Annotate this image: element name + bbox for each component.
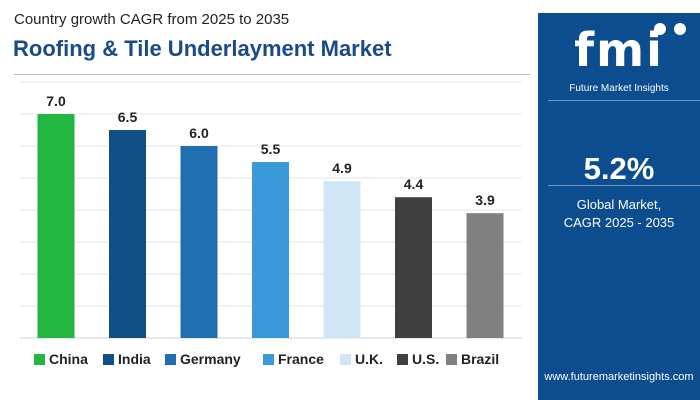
chart-bars: [37, 114, 504, 338]
legend-swatch: [165, 354, 176, 365]
website-link[interactable]: www.futuremarketinsights.com: [544, 371, 694, 383]
bar-china: [37, 114, 75, 338]
bar-value-label: 6.0: [189, 125, 209, 141]
bar-value-label: 5.5: [261, 141, 281, 157]
chart-legend: China India Germany France U.K. U.S. Brazil: [34, 351, 499, 367]
global-cagr-period: CAGR 2025 - 2035: [563, 215, 675, 230]
panel-divider: [548, 100, 700, 101]
global-cagr-value: 5.2%: [583, 151, 655, 186]
side-panel: fmi Future Market Insights 5.2% Global M…: [538, 13, 700, 400]
legend-swatch: [103, 354, 114, 365]
bar-france: [252, 162, 289, 338]
bar-brazil: [466, 213, 504, 338]
bar-germany: [180, 146, 218, 338]
bar-chart: 7.0 6.5 6.0 5.5 4.9 4.4 3.9 China India Germany F…: [20, 81, 522, 367]
bar-uk: [323, 181, 361, 338]
legend-label: Germany: [180, 351, 241, 367]
legend-swatch: [397, 354, 408, 365]
bar-value-label: 6.5: [118, 109, 138, 125]
chart-value-labels: 7.0 6.5 6.0 5.5 4.9 4.4 3.9: [46, 93, 495, 208]
logo-caption: Future Market Insights: [569, 83, 669, 94]
legend-swatch: [340, 354, 351, 365]
legend-label: U.K.: [355, 351, 383, 367]
panel-divider: [548, 185, 700, 186]
bar-value-label: 7.0: [46, 93, 66, 109]
legend-swatch: [263, 354, 274, 365]
bar-india: [109, 130, 146, 338]
bar-value-label: 3.9: [475, 192, 495, 208]
legend-swatch: [446, 354, 457, 365]
legend-label: China: [49, 351, 88, 367]
legend-label: France: [278, 351, 324, 367]
logo-globe-icon: [654, 23, 686, 35]
legend-swatch: [34, 354, 45, 365]
logo: fmi: [574, 23, 664, 77]
chart-title: Roofing & Tile Underlayment Market: [13, 36, 392, 61]
legend-label: U.S.: [412, 351, 439, 367]
global-cagr-label: Global Market,: [576, 197, 662, 212]
legend-label: India: [118, 351, 151, 367]
chart-subtitle: Country growth CAGR from 2025 to 2035: [14, 11, 290, 28]
bar-value-label: 4.9: [332, 160, 352, 176]
bar-value-label: 4.4: [404, 176, 424, 192]
header-divider: [14, 74, 530, 75]
bar-us: [395, 197, 432, 338]
legend-label: Brazil: [461, 351, 499, 367]
